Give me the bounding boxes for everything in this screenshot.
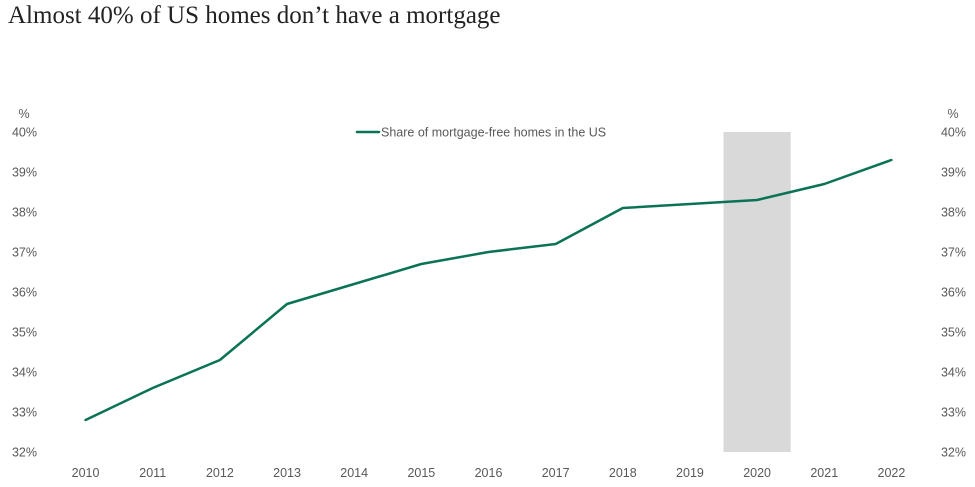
- x-tick-label: 2013: [273, 466, 301, 480]
- legend-label: Share of mortgage-free homes in the US: [381, 126, 606, 140]
- y-tick-label-right: 34%: [941, 366, 966, 380]
- shaded-region-layer: [723, 132, 791, 452]
- y-tick-label-left: 37%: [12, 246, 37, 260]
- y-tick-label-left: 36%: [12, 286, 37, 300]
- y-tick-label-left: 34%: [12, 366, 37, 380]
- x-axis: 2010 2011 2012 2013 2014 2015 2016 2017 2018 2019…: [72, 466, 906, 480]
- y-tick-label-left: 33%: [12, 406, 37, 420]
- x-tick-label: 2017: [542, 466, 570, 480]
- x-tick-label: 2016: [475, 466, 503, 480]
- x-tick-label: 2022: [878, 466, 906, 480]
- y-tick-label-right: 36%: [941, 286, 966, 300]
- y-tick-label-right: 32%: [941, 446, 966, 460]
- right-unit-label: %: [947, 107, 958, 121]
- series-layer: [84, 158, 893, 422]
- y-tick-label-right: 40%: [941, 126, 966, 140]
- x-tick-label: 2012: [206, 466, 234, 480]
- x-tick-label: 2010: [72, 466, 100, 480]
- left-axis: 32% 33% 34% 35% 36% 37% 38% 39% 40%%: [12, 107, 37, 460]
- x-tick-label: 2021: [810, 466, 838, 480]
- x-tick-label: 2019: [676, 466, 704, 480]
- series-line: [84, 158, 893, 422]
- x-tick-label: 2020: [743, 466, 771, 480]
- y-tick-label-left: 35%: [12, 326, 37, 340]
- y-tick-label-right: 39%: [941, 166, 966, 180]
- y-tick-label-left: 40%: [12, 126, 37, 140]
- chart-title: Almost 40% of US homes don’t have a mort…: [8, 2, 501, 29]
- right-axis: 32% 33% 34% 35% 36% 37% 38% 39% 40%%: [941, 107, 966, 460]
- y-tick-label-left: 38%: [12, 206, 37, 220]
- y-tick-label-left: 32%: [12, 446, 37, 460]
- y-tick-label-right: 33%: [941, 406, 966, 420]
- shaded-region: [723, 132, 791, 452]
- y-tick-label-right: 37%: [941, 246, 966, 260]
- y-tick-label-right: 35%: [941, 326, 966, 340]
- x-tick-label: 2018: [609, 466, 637, 480]
- y-tick-label-right: 38%: [941, 206, 966, 220]
- legend: Share of mortgage-free homes in the US: [355, 126, 606, 140]
- y-tick-label-left: 39%: [12, 166, 37, 180]
- left-unit-label: %: [18, 107, 29, 121]
- x-tick-label: 2015: [407, 466, 435, 480]
- x-tick-label: 2011: [139, 466, 166, 480]
- x-tick-label: 2014: [340, 466, 368, 480]
